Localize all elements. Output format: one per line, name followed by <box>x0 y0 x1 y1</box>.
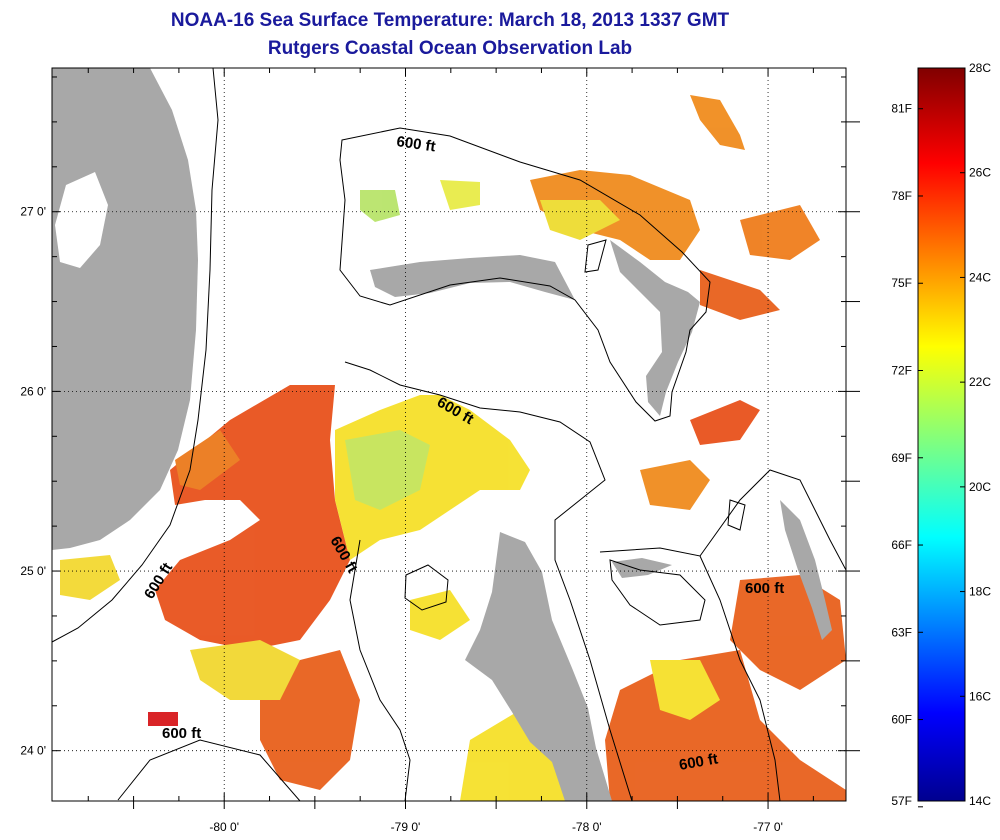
longitude-labels: -80 0' -79 0' -78 0' -77 0' <box>209 820 782 834</box>
cbar-label-c-4: 20C <box>969 480 991 494</box>
isobath-label-north: 600 ft <box>395 133 436 155</box>
isobath-exuma-west <box>699 555 781 801</box>
map-border <box>51 67 847 802</box>
isobath-label-east: 600 ft <box>745 580 784 597</box>
land-abaco <box>610 240 700 416</box>
land-grand-bahama <box>370 255 575 300</box>
isobath-exuma-east <box>599 469 846 571</box>
isobath-south-shelf <box>117 739 301 801</box>
sst-patch-small-red <box>148 712 178 726</box>
cbar-label-c-2: 24C <box>969 270 991 284</box>
lon-label-1: -79 0' <box>391 820 421 834</box>
land-eleuthera <box>612 558 672 578</box>
cbar-label-f-7: 60F <box>891 713 912 727</box>
sst-patch-florida-orange <box>175 430 240 490</box>
lake-okeechobee <box>55 172 108 268</box>
lon-label-2: -78 0' <box>572 820 602 834</box>
cbar-label-f-0: 81F <box>891 102 912 116</box>
cbar-label-c-1: 26C <box>969 166 991 180</box>
map-subtitle: Rutgers Coastal Ocean Observation Lab <box>267 38 633 59</box>
isobath-tongue-of-ocean <box>349 539 411 801</box>
sst-patch-central-green <box>345 430 430 510</box>
sst-patch-mid-orange <box>640 460 710 510</box>
sst-patch-eleuthera <box>690 400 760 445</box>
colorbar-celsius-labels: 28C 26C 24C 22C 20C 18C 16C 14C <box>969 61 991 808</box>
colorbar-ticks <box>918 67 965 808</box>
sst-patch-southwest-yellow <box>190 640 300 700</box>
isobath-label-southeast: 600 ft <box>678 750 720 774</box>
sst-patch-abaco-east <box>700 270 780 320</box>
map-layers: 600 ft 600 ft 600 ft 600 ft 600 ft 600 f… <box>52 68 846 801</box>
lon-label-0: -80 0' <box>209 820 239 834</box>
sst-patches <box>60 95 846 801</box>
sst-patch-gbi-green <box>360 190 400 222</box>
sst-patch-keys-yellow <box>60 555 120 600</box>
isobath-loop-andros <box>404 564 449 611</box>
sst-patch-ne-yellow <box>540 200 620 240</box>
isobath-florida-shelf <box>52 68 219 643</box>
lat-label-0: 27 0' <box>20 205 46 219</box>
cbar-label-f-8: 57F <box>891 794 912 808</box>
colorbar <box>917 67 966 802</box>
cbar-label-c-0: 28C <box>969 61 991 75</box>
lon-label-3: -77 0' <box>753 820 783 834</box>
cbar-label-c-6: 16C <box>969 689 991 703</box>
land-exuma-cays <box>780 500 832 640</box>
isobath-great-bahama-bank <box>344 361 633 801</box>
cbar-label-f-6: 63F <box>891 625 912 639</box>
cbar-label-f-5: 66F <box>891 538 912 552</box>
sst-patch-north-far <box>740 205 820 260</box>
sst-patch-gbi-yellow <box>440 180 480 210</box>
cbar-label-f-1: 78F <box>891 189 912 203</box>
isobath-se-loop <box>609 559 706 626</box>
lat-label-1: 26 0' <box>20 384 46 398</box>
isobath-contours <box>52 68 846 801</box>
isobath-label-southwest: 600 ft <box>162 725 201 742</box>
isobath-abaco-inner <box>584 239 607 273</box>
land-andros <box>465 532 612 801</box>
cbar-label-f-4: 69F <box>891 451 912 465</box>
axis-ticks <box>52 68 860 809</box>
cbar-label-f-2: 75F <box>891 276 912 290</box>
cbar-label-c-5: 18C <box>969 585 991 599</box>
isobath-little-bahama-bank <box>339 127 711 422</box>
sst-patch-andros-south <box>650 660 720 720</box>
isobath-exuma-loop <box>727 499 746 531</box>
cbar-label-f-3: 72F <box>891 364 912 378</box>
sst-patch-andros-west-yellow <box>410 590 470 640</box>
colorbar-fahrenheit-labels: 81F 78F 75F 72F 69F 66F 63F 60F 57F <box>891 102 912 808</box>
gridlines <box>52 68 846 801</box>
sst-patch-north-small <box>690 95 745 150</box>
cbar-label-c-7: 14C <box>969 794 991 808</box>
cbar-label-c-3: 22C <box>969 375 991 389</box>
map-title: NOAA-16 Sea Surface Temperature: March 1… <box>170 10 730 31</box>
lat-label-3: 24 0' <box>20 744 46 758</box>
latitude-labels: 27 0' 26 0' 25 0' 24 0' <box>20 205 46 758</box>
lat-label-2: 25 0' <box>20 564 46 578</box>
